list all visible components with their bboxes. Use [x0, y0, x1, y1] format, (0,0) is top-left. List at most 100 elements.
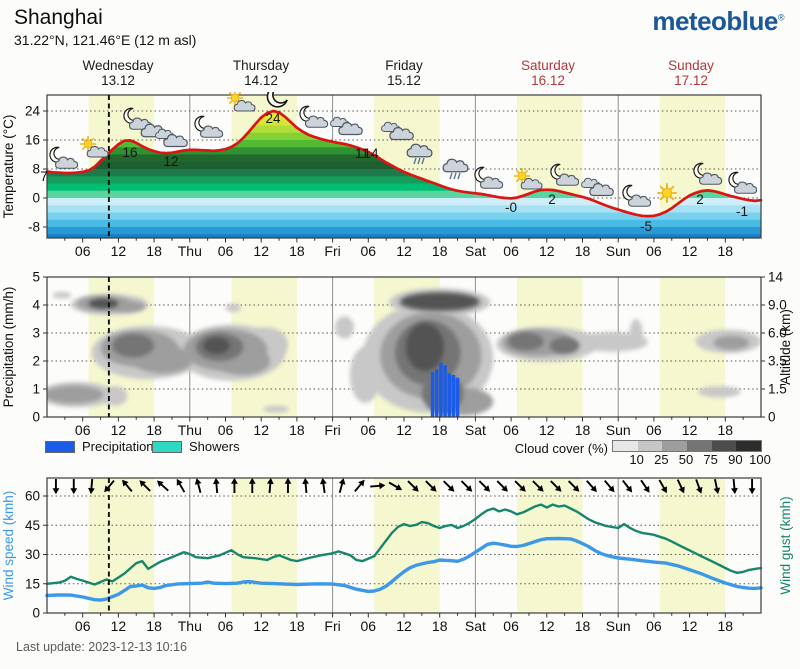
- svg-text:12: 12: [396, 422, 412, 436]
- svg-text:12: 12: [539, 618, 555, 634]
- precipitation-bars: [430, 362, 460, 417]
- svg-text:18: 18: [575, 243, 591, 259]
- legend-row: Precipitation Showers Cloud cover (%) 10…: [0, 436, 800, 467]
- svg-text:0: 0: [32, 606, 40, 621]
- svg-text:12: 12: [682, 618, 698, 634]
- svg-text:0: 0: [32, 410, 40, 425]
- cloud-cover-segment: [687, 441, 712, 451]
- svg-text:6.0: 6.0: [768, 326, 787, 341]
- svg-text:12: 12: [539, 243, 555, 259]
- weather-icons: [49, 92, 758, 207]
- svg-text:18: 18: [289, 422, 305, 436]
- svg-text:12: 12: [253, 422, 269, 436]
- svg-text:Precipitation (mm/h): Precipitation (mm/h): [1, 287, 16, 408]
- precipitation-swatch: [45, 440, 75, 453]
- svg-text:12: 12: [163, 154, 178, 169]
- svg-text:Sun: Sun: [606, 243, 631, 259]
- svg-text:12: 12: [396, 243, 412, 259]
- svg-text:Thu: Thu: [178, 422, 202, 436]
- svg-text:Wind speed (kmh): Wind speed (kmh): [1, 491, 16, 601]
- wind-chart: 06 12 18 Thu 06 12 18 Fri 06 12 18 Sat 06 12 18 Sun 06 12…: [1, 477, 793, 634]
- svg-text:18: 18: [146, 422, 162, 436]
- wind-gust-line: [45, 503, 763, 586]
- day-name: Friday: [385, 58, 423, 73]
- svg-text:12: 12: [682, 422, 698, 436]
- cloud-cover-scale-bar: [612, 440, 762, 452]
- svg-text:06: 06: [218, 422, 234, 436]
- svg-text:2: 2: [32, 354, 40, 369]
- svg-text:18: 18: [289, 243, 305, 259]
- svg-text:8: 8: [32, 162, 40, 177]
- cloud-cover-tick: 50: [678, 452, 694, 467]
- meteoblue-logo: meteoblue®: [652, 6, 784, 37]
- cloud-cover-scale-ticks: 10 25 50 75 90 100: [612, 452, 770, 467]
- svg-text:9.0: 9.0: [768, 298, 787, 313]
- svg-text:06: 06: [75, 422, 91, 436]
- svg-text:-0: -0: [505, 200, 517, 215]
- altitude-axis: 0 1.5 3.5 6.0 9.0 14: [761, 270, 787, 425]
- svg-text:Thu: Thu: [178, 618, 202, 634]
- svg-text:06: 06: [75, 243, 91, 259]
- showers-label: Showers: [189, 439, 240, 454]
- svg-text:1: 1: [32, 382, 40, 397]
- svg-text:06: 06: [218, 618, 234, 634]
- svg-text:2: 2: [548, 192, 556, 207]
- cloud-cover-segment: [637, 441, 663, 451]
- svg-text:06: 06: [646, 422, 662, 436]
- wind-direction-arrows: [52, 477, 756, 495]
- legend-precipitation: Precipitation: [45, 439, 154, 454]
- svg-text:12: 12: [682, 243, 698, 259]
- svg-text:18: 18: [432, 422, 448, 436]
- svg-text:Sun: Sun: [606, 618, 631, 634]
- svg-text:2: 2: [696, 192, 704, 207]
- cloud-cover-segment: [711, 441, 737, 451]
- legend-showers: Showers: [152, 439, 240, 454]
- cloud-cover-segment: [736, 441, 762, 451]
- svg-text:Wind gust (kmh): Wind gust (kmh): [778, 496, 793, 594]
- svg-text:Fri: Fri: [324, 422, 340, 436]
- svg-text:3: 3: [32, 326, 40, 341]
- day-date: 13.12: [101, 73, 135, 88]
- svg-text:Fri: Fri: [324, 618, 340, 634]
- svg-text:18: 18: [289, 618, 305, 634]
- svg-text:06: 06: [503, 422, 519, 436]
- svg-text:Sat: Sat: [465, 618, 486, 634]
- svg-text:18: 18: [432, 243, 448, 259]
- precipitation-cloudcover-chart: 06 12 18 Thu 06 12 18 Fri 06 12 18 Sat 06 12 18 Sun 06 12…: [1, 270, 793, 436]
- svg-text:18: 18: [432, 618, 448, 634]
- svg-text:0: 0: [32, 191, 40, 206]
- svg-text:06: 06: [218, 243, 234, 259]
- svg-text:0: 0: [768, 410, 776, 425]
- svg-text:18: 18: [718, 243, 734, 259]
- registered-mark: ®: [777, 12, 785, 23]
- svg-text:06: 06: [503, 618, 519, 634]
- logo-text: meteoblue: [652, 6, 778, 36]
- svg-text:45: 45: [25, 518, 40, 533]
- cloud-cover-segment: [613, 441, 638, 451]
- svg-text:18: 18: [718, 422, 734, 436]
- cloud-cover-segment: [662, 441, 688, 451]
- plot-background: [47, 478, 761, 613]
- day-name: Saturday: [520, 58, 576, 73]
- plot-frame: 06 12 18 Thu 06 12 18 Fri 06 12 18 Sat 06 12 18 Sun 06 12…: [1, 270, 793, 436]
- svg-text:14: 14: [363, 146, 379, 161]
- temperature-curve: [45, 109, 763, 218]
- svg-text:12: 12: [396, 618, 412, 634]
- svg-text:3.5: 3.5: [768, 354, 787, 369]
- svg-text:11: 11: [355, 146, 369, 161]
- svg-text:Thu: Thu: [178, 243, 202, 259]
- day-date: 17.12: [674, 73, 708, 88]
- day-header-thursday: Thursday 14.12: [191, 58, 331, 88]
- svg-text:18: 18: [146, 243, 162, 259]
- svg-text:12: 12: [539, 422, 555, 436]
- day-header-saturday: Saturday 16.12: [478, 58, 618, 88]
- svg-text:4: 4: [32, 298, 40, 313]
- svg-text:06: 06: [75, 618, 91, 634]
- svg-text:60: 60: [25, 489, 40, 504]
- day-header-sunday: Sunday 17.12: [621, 58, 761, 88]
- last-update-text: Last update: 2023-12-13 10:16: [16, 640, 187, 654]
- svg-text:18: 18: [146, 618, 162, 634]
- cloud-cover-label: Cloud cover (%): [514, 441, 608, 456]
- wind-speed-line: [45, 536, 763, 602]
